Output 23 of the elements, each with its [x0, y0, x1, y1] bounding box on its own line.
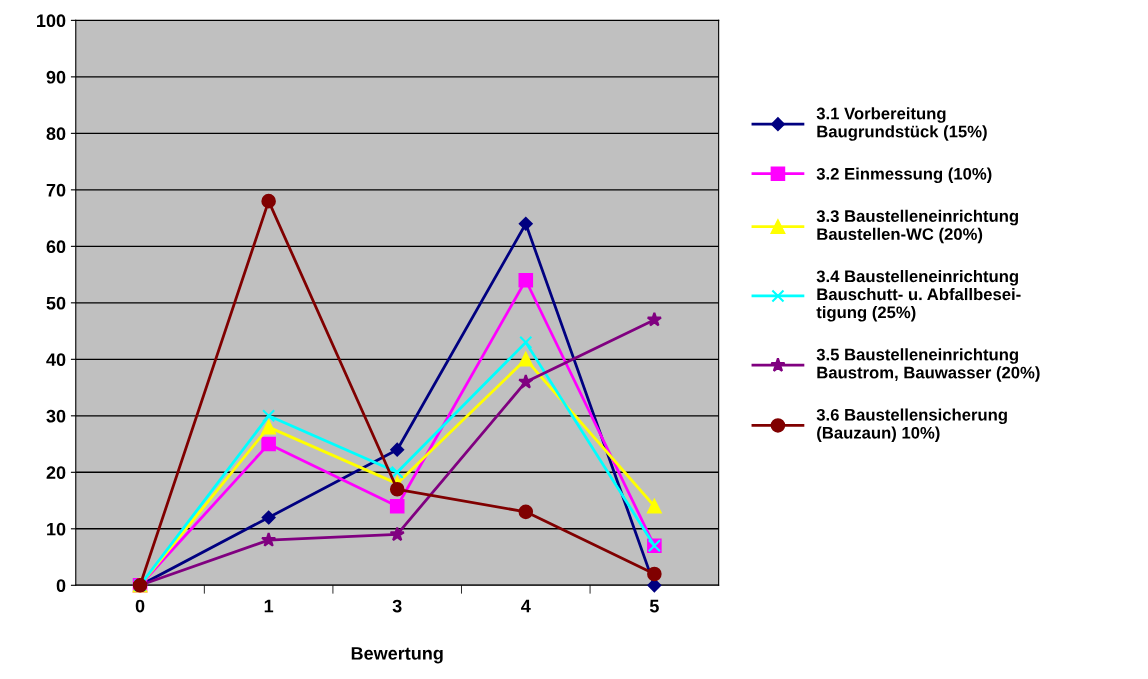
x-tick-label: 5	[649, 599, 659, 613]
y-tick-label: 100	[37, 14, 66, 28]
x-tick-label: 4	[521, 599, 531, 613]
y-tick-label: 90	[46, 70, 66, 84]
legend-label: 3.6 Baustellensicherung (Bauzaun) 10%)	[816, 408, 1007, 443]
y-tick-label: 70	[46, 183, 66, 197]
y-tick-label: 20	[46, 466, 66, 480]
y-tick-label: 10	[47, 522, 66, 536]
y-tick-label: 0	[56, 579, 66, 593]
legend-label: 3.5 Baustelleneinrichtung Baustrom, Bauwasser (20%)	[816, 348, 1040, 382]
y-tick-label: 30	[46, 409, 66, 423]
x-tick-label: 1	[264, 599, 274, 613]
legend-label: 3.4 Baustelleneinrichtung Bauschutt- u. Abfallbesei- tigung (25%)	[816, 269, 1021, 322]
x-tick-label: 0	[135, 599, 145, 613]
legend-label: 3.2 Einmessung (10%)	[816, 167, 992, 184]
legend-label: 3.3 Baustelleneinrichtung Baustellen-WC (20%)	[816, 209, 1018, 244]
y-tick-label: 50	[46, 296, 66, 310]
y-tick-label: 60	[46, 240, 66, 254]
y-tick-label: 40	[46, 353, 66, 367]
legend-label: 3.1 Vorbereitung Baugrundstück (15%)	[816, 107, 987, 141]
x-axis-title: Bewertung	[351, 647, 443, 664]
x-tick-label: 3	[392, 599, 402, 613]
y-tick-label: 80	[46, 127, 66, 141]
